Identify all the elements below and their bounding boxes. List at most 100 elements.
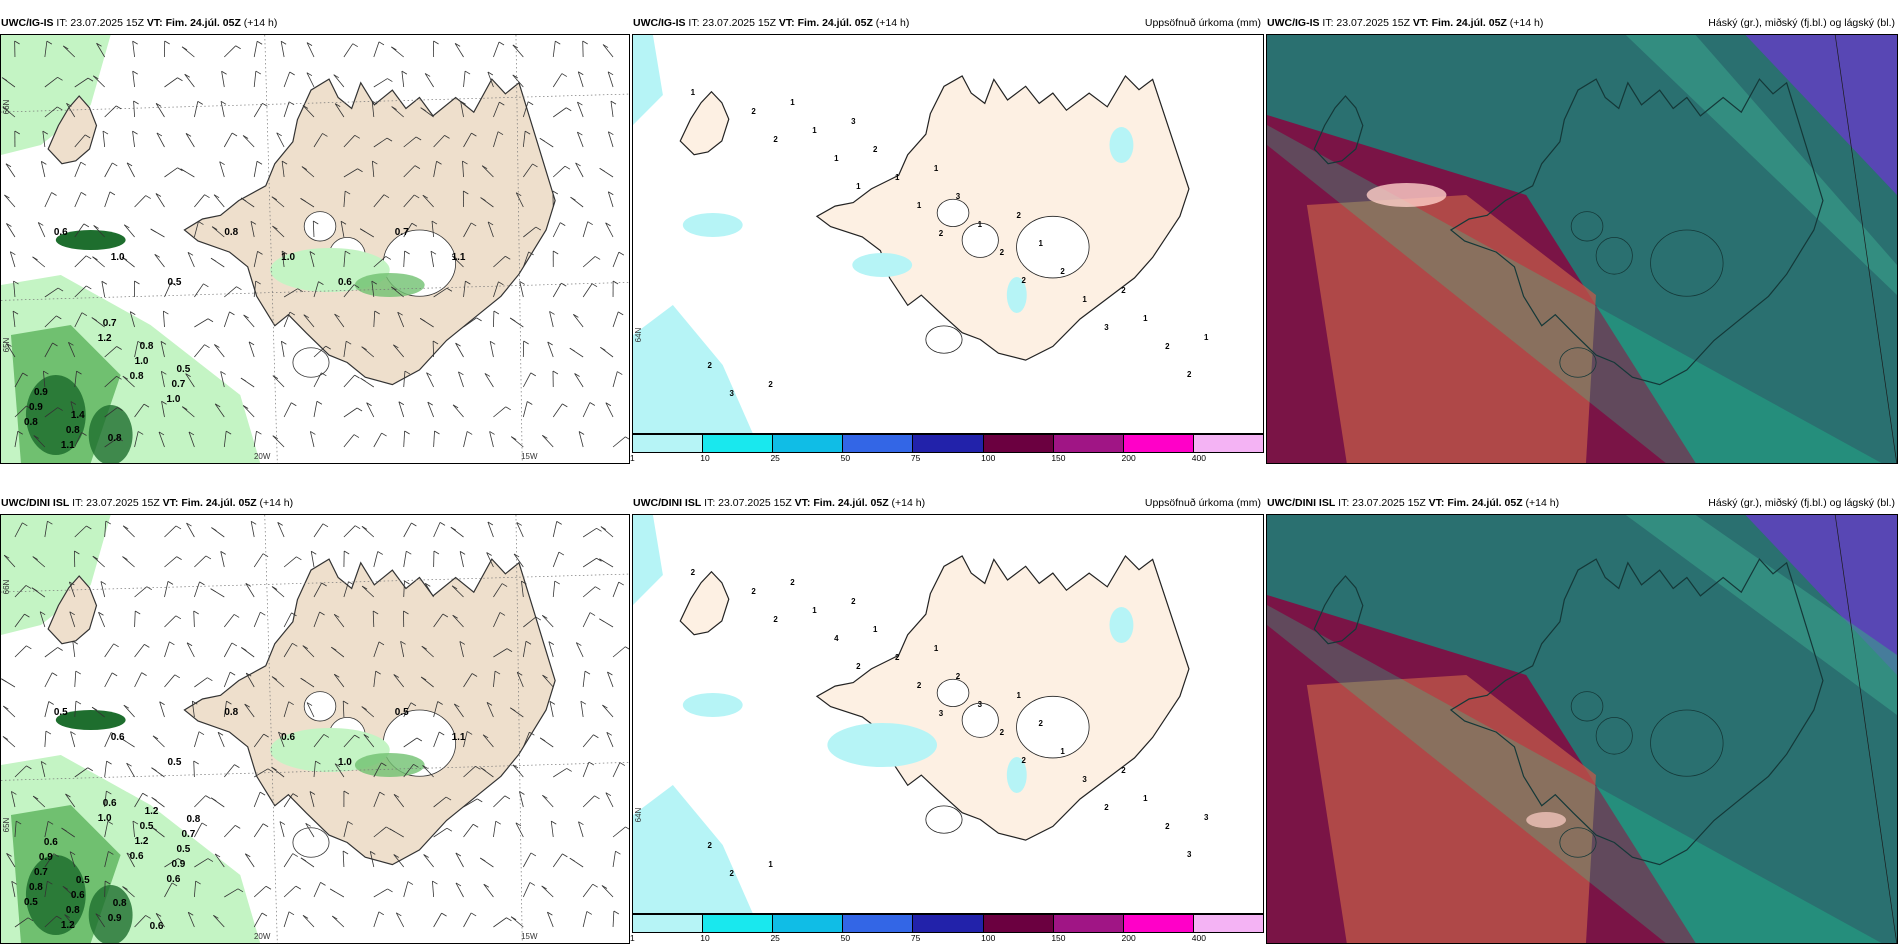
wind-barb [156,132,165,148]
rain-amount-label: 0.6 [44,837,58,848]
wind-barb [309,431,315,448]
wind-barb [596,527,602,532]
wind-barb [186,642,195,658]
wind-barb [582,221,589,238]
wind-barb [552,73,563,88]
wind-barb [433,522,441,538]
map-area[interactable]: 2 2 2 3 2 2 3 2 4 2 2 3 2 2 1 2 3 1 1 2 2 1 2 2 2 3 1 2 1 1 64N [632,514,1264,914]
wind-barb [132,70,138,75]
wind-barb [132,131,135,148]
wind-barb [137,431,144,435]
wind-barb [470,222,477,227]
wind-barb [242,405,249,409]
wind-barb [602,704,614,718]
wind-barb [62,885,76,898]
wind-barb [104,732,112,748]
wind-barb [516,522,522,526]
wind-barb [361,346,375,358]
precip-amount-label: 2 [856,662,861,671]
wind-barb [313,372,322,388]
wind-barb [93,225,99,229]
wind-barb [193,881,197,898]
wind-barb [566,768,572,772]
wind-barb [33,435,39,439]
wind-barb [506,648,513,652]
rain-amount-label: 1.0 [135,356,149,367]
wind-barb [92,555,105,568]
wind-barb [262,823,269,828]
wind-barb [403,194,415,208]
wind-barb [134,431,139,448]
wind-barb [596,557,602,562]
wind-barb [126,162,133,167]
wind-barb [452,404,464,418]
wind-barb [463,190,469,195]
wind-barb [231,132,238,137]
wind-barb [403,764,414,778]
wind-barb [313,582,323,598]
wind-barb [466,431,473,435]
rain-amount-label: 1.0 [167,394,181,405]
rain-amount-label: 0.5 [395,707,409,718]
cloud-band [1625,35,1897,295]
wind-barb [106,790,112,795]
glacier [1595,716,1633,755]
wind-barb [535,226,542,231]
rain-area-heavy [88,405,133,463]
wind-barb [426,372,434,388]
legend-swatch [913,435,984,452]
map-area[interactable]: 0.6 1.0 0.5 0.8 1.0 0.6 0.7 1.1 0.8 1.0 0.8 1.1 1.2 1… [0,34,630,464]
wind-barb [444,135,450,139]
wind-barb [271,586,278,590]
wind-barb [283,71,291,88]
wind-barb [331,646,337,651]
precip-amount-label: 2 [1104,803,1109,812]
wind-barb [223,431,227,448]
wind-barb [601,885,614,898]
legend-swatch [1053,435,1124,452]
map-area[interactable] [1266,514,1898,944]
precip-area [682,213,743,237]
wind-barb [126,762,132,767]
wind-barb [372,610,379,615]
parallel-line [1,93,629,113]
wind-barb [600,346,606,351]
wind-barb [283,911,290,928]
wind-barb [104,880,111,885]
wind-barb [221,71,225,88]
wind-barb [573,314,579,318]
precip-amount-label: 1 [917,201,922,210]
wind-barb [86,285,92,290]
wind-barb [309,791,316,795]
wind-barb [185,373,195,388]
wind-barb [340,221,345,238]
wind-barb [278,731,285,748]
wind-barb [42,130,49,135]
wind-barb [256,40,263,45]
wind-barb [14,917,29,928]
precip-amount-label: 2 [1038,719,1043,728]
wind-barb [27,917,34,922]
map-area[interactable]: 0.5 0.6 0.5 0.8 0.6 1.0 0.5 1.1 0.6 0.6 0.5 1.2 1.0 1… [0,514,630,944]
wind-barb [276,132,285,148]
wind-barb [607,191,614,208]
wind-barb [39,611,46,616]
wind-barb [134,195,147,208]
wind-barb [494,670,501,675]
precip-amount-label: 1 [790,98,795,107]
wind-barb [14,585,27,598]
wind-barb [480,857,486,862]
wind-barb [542,434,548,439]
wind-barb [106,760,112,765]
wind-barb [313,133,323,148]
map-area[interactable]: 1 2 1 2 2 3 2 2 1 1 2 1 2 3 1 1 1 2 1 2 1 2 3 1 2 1 2 3 1 2 64N [632,34,1264,434]
wind-barb [421,645,427,650]
wind-barb [541,885,547,890]
map-area[interactable] [1266,34,1898,464]
lead-time: (+14 h) [259,497,294,509]
wind-barb [424,583,434,598]
wind-barb [393,674,405,688]
wind-barb [291,612,297,617]
wind-barb [40,161,46,178]
panel-wind-rain-igis: UWC/IG-IS IT: 23.07.2025 15Z VT: Fim. 24… [0,14,630,464]
